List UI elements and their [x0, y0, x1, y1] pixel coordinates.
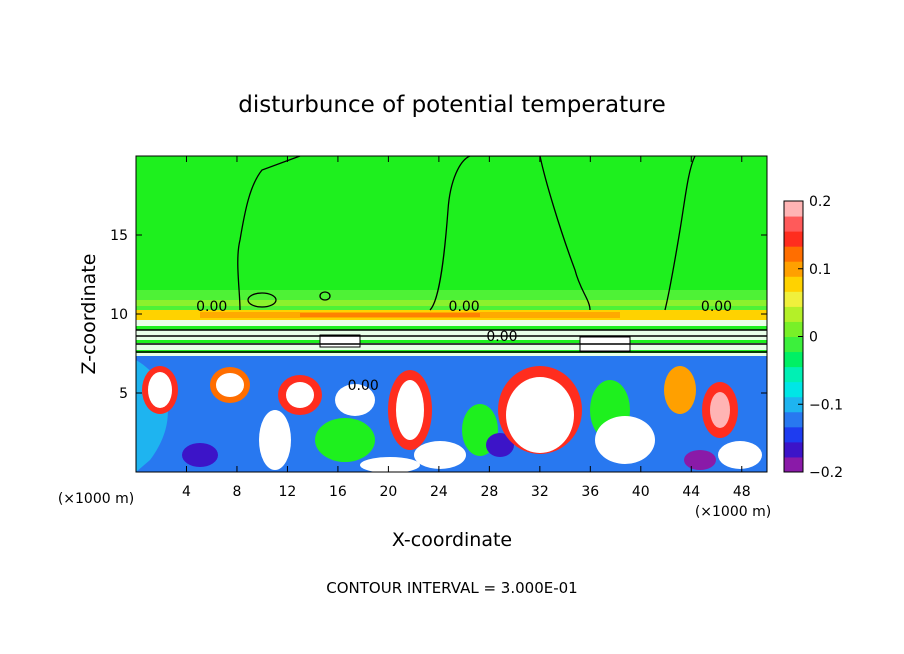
- x-axis: 4 8 12 16 20 24 28 32 36 40 44 48: [182, 156, 751, 500]
- colorbar-swatch: [784, 441, 803, 458]
- contour-value-label: 0.00: [486, 329, 517, 345]
- colorbar-swatch: [784, 366, 803, 383]
- colorbar-swatch: [784, 396, 803, 413]
- contour-interval-note: CONTOUR INTERVAL = 3.000E-01: [326, 579, 577, 597]
- colorbar-swatch: [784, 276, 803, 292]
- x-tick-label: 20: [379, 484, 397, 500]
- turbulent-eddies: [136, 360, 762, 472]
- colorbar-tick-label: 0.1: [809, 262, 831, 278]
- x-unit-right: (×1000 m): [695, 504, 771, 520]
- colorbar-tick-label: −0.1: [809, 397, 843, 413]
- colorbar-swatch: [784, 246, 803, 262]
- x-tick-label: 16: [329, 484, 347, 500]
- colorbar: [784, 201, 803, 473]
- contour-labels: 0.00 0.00 0.00 0.00 0.00: [196, 299, 732, 394]
- x-tick-label: 48: [733, 484, 751, 500]
- colorbar-swatch: [784, 456, 803, 473]
- contour-lines: [237, 156, 696, 311]
- contour-value-label: 0.00: [449, 299, 480, 315]
- colorbar-swatch: [784, 231, 803, 247]
- x-tick-label: 4: [182, 484, 191, 500]
- x-tick-label: 28: [480, 484, 498, 500]
- y-axis: 5 10 15: [110, 228, 767, 402]
- x-tick-label: 32: [531, 484, 549, 500]
- colorbar-swatch: [784, 411, 803, 428]
- colorbar-swatch: [784, 261, 803, 277]
- x-tick-label: 40: [632, 484, 650, 500]
- colorbar-swatch: [784, 216, 803, 232]
- colorbar-swatch: [784, 321, 803, 337]
- colorbar-tick-label: 0: [809, 330, 818, 346]
- x-tick-label: 12: [279, 484, 297, 500]
- x-axis-label: X-coordinate: [392, 529, 512, 551]
- contour-value-label: 0.00: [701, 299, 732, 315]
- colorbar-swatch: [784, 306, 803, 322]
- colorbar-tick-label: 0.2: [809, 194, 831, 210]
- y-tick-label: 5: [119, 386, 128, 402]
- colorbar-swatch: [784, 426, 803, 443]
- colorbar-tick-label: −0.2: [809, 465, 843, 481]
- y-tick-label: 15: [110, 228, 128, 244]
- x-tick-label: 36: [581, 484, 599, 500]
- x-tick-label: 8: [232, 484, 241, 500]
- colorbar-swatch: [784, 201, 803, 217]
- colorbar-swatch: [784, 336, 803, 353]
- contour-value-label: 0.00: [348, 378, 379, 394]
- x-tick-label: 24: [430, 484, 448, 500]
- colorbar-swatch: [784, 351, 803, 368]
- x-unit-left: (×1000 m): [58, 491, 134, 507]
- y-axis-label: Z-coordinate: [78, 254, 100, 375]
- colorbar-ticks: 0.2 0.1 0 −0.1 −0.2: [798, 194, 843, 481]
- colorbar-swatch: [784, 381, 803, 398]
- chart-title: disturbunce of potential temperature: [238, 92, 666, 118]
- plot-area: [136, 156, 767, 472]
- y-tick-label: 10: [110, 307, 128, 323]
- colorbar-swatch: [784, 291, 803, 307]
- x-tick-label: 44: [682, 484, 700, 500]
- contour-value-label: 0.00: [196, 299, 227, 315]
